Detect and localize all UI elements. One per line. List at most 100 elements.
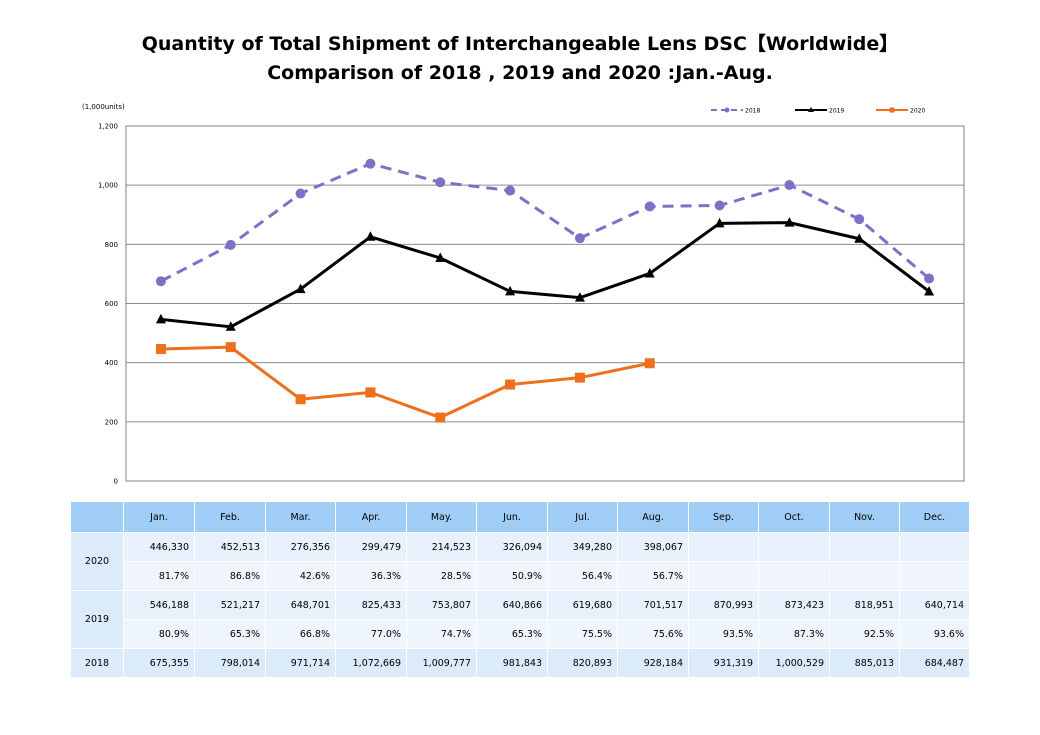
table-header-month: Jun. bbox=[476, 501, 548, 533]
table-cell-units: 798,014 bbox=[194, 648, 266, 678]
table-row: 81.7% 86.8% 42.6% 36.3% 28.5% 50.9% 56.4% 56.7% bbox=[71, 561, 970, 591]
table-header-month: Oct. bbox=[758, 501, 830, 533]
series-line-2020 bbox=[160, 345, 651, 420]
y-tick-label: 400 bbox=[105, 359, 118, 367]
table-cell-units: 931,319 bbox=[688, 648, 759, 678]
data-point-2018 bbox=[854, 214, 865, 225]
table-cell-percent: 75.5% bbox=[547, 619, 618, 649]
data-point-2019 bbox=[435, 252, 446, 262]
data-point-2018 bbox=[644, 201, 655, 212]
y-tick-label: 600 bbox=[105, 300, 118, 308]
data-point-2020 bbox=[435, 412, 446, 423]
table-cell-units: 818,951 bbox=[829, 590, 900, 620]
data-point-2018 bbox=[155, 276, 166, 287]
data-point-2019 bbox=[155, 313, 166, 324]
table-cell-units: 1,072,669 bbox=[335, 648, 407, 678]
table-cell-units: 885,013 bbox=[829, 648, 900, 678]
table-cell-units: 825,433 bbox=[335, 590, 407, 620]
table-cell-units: 398,067 bbox=[617, 532, 689, 562]
y-tick-label: 800 bbox=[105, 241, 118, 249]
data-point-2020 bbox=[505, 379, 516, 390]
table-cell-units: 873,423 bbox=[758, 590, 830, 620]
table-cell-units: 521,217 bbox=[194, 590, 266, 620]
data-point-2019 bbox=[854, 233, 865, 243]
table-cell-units bbox=[758, 532, 830, 562]
table-cell-units: 648,701 bbox=[265, 590, 336, 620]
table-cell-percent: 81.7% bbox=[123, 561, 195, 591]
table-header-month: Jul. bbox=[547, 501, 618, 533]
data-point-2020 bbox=[295, 394, 306, 405]
table-cell-percent bbox=[899, 561, 970, 591]
table-cell-percent: 65.3% bbox=[194, 619, 266, 649]
data-table: Jan. Feb. Mar. Apr. May. Jun. Jul. Aug. Sep. Oct.… bbox=[70, 501, 970, 678]
data-point-2019 bbox=[924, 285, 935, 296]
table-row: 80.9% 65.3% 66.8% 77.0% 74.7% 65.3% 75.5% 75.6%… bbox=[71, 619, 970, 649]
table-cell-percent: 36.3% bbox=[335, 561, 407, 591]
data-point-2018 bbox=[784, 180, 795, 191]
table-cell-units bbox=[899, 532, 970, 562]
table-cell-percent: 74.7% bbox=[406, 619, 477, 649]
table-cell-percent: 80.9% bbox=[123, 619, 195, 649]
table-cell-units: 326,094 bbox=[476, 532, 548, 562]
data-point-2019 bbox=[784, 217, 795, 227]
table-cell-units: 276,356 bbox=[265, 532, 336, 562]
table-cell-percent: 65.3% bbox=[476, 619, 548, 649]
data-point-2018 bbox=[295, 188, 306, 199]
table-cell-percent: 75.6% bbox=[617, 619, 689, 649]
data-point-2018 bbox=[435, 177, 446, 188]
data-point-2018 bbox=[714, 200, 725, 211]
data-point-2018 bbox=[924, 273, 935, 284]
table-header-month: Nov. bbox=[829, 501, 900, 533]
table-cell-units: 820,893 bbox=[547, 648, 618, 678]
series-line-2019 bbox=[160, 221, 930, 329]
table-cell-percent: 92.5% bbox=[829, 619, 900, 649]
table-header-month: Feb. bbox=[194, 501, 266, 533]
data-point-2018 bbox=[505, 185, 516, 196]
legend-label-2018: 2018 bbox=[745, 108, 760, 115]
data-point-2019 bbox=[714, 217, 725, 228]
table-cell-units: 928,184 bbox=[617, 648, 689, 678]
data-point-2019 bbox=[574, 292, 585, 302]
legend-label-2019: 2019 bbox=[829, 108, 844, 115]
table-header-month: Aug. bbox=[617, 501, 689, 533]
table-cell-percent: 93.5% bbox=[688, 619, 759, 649]
legend-marker-2020 bbox=[889, 107, 895, 113]
table-header-month: Sep. bbox=[688, 501, 759, 533]
legend-marker-2018 bbox=[724, 107, 730, 113]
y-axis: 0 200 400 600 800 1,000 1,200 bbox=[98, 123, 118, 486]
y-tick-label: 1,000 bbox=[98, 182, 118, 190]
gridlines bbox=[126, 184, 964, 423]
series-group bbox=[155, 158, 935, 423]
table-header-month: Mar. bbox=[265, 501, 336, 533]
table-cell-units: 971,714 bbox=[265, 648, 336, 678]
table-cell-units: 446,330 bbox=[123, 532, 195, 562]
table-header-month: Jan. bbox=[123, 501, 195, 533]
table-header-month: May. bbox=[406, 501, 477, 533]
table-cell-units: 675,355 bbox=[123, 648, 195, 678]
table-row: 2020 446,330 452,513 276,356 299,479 214,523 3… bbox=[70, 532, 970, 591]
table-cell-units: 546,188 bbox=[123, 590, 195, 620]
data-point-2018 bbox=[574, 233, 585, 244]
table-cell-percent: 28.5% bbox=[406, 561, 477, 591]
table-cell-units: 640,866 bbox=[476, 590, 548, 620]
table-cell-units: 640,714 bbox=[899, 590, 970, 620]
table-header-corner bbox=[70, 501, 124, 533]
table-cell-units: 981,843 bbox=[476, 648, 548, 678]
data-point-2020 bbox=[155, 343, 166, 354]
table-cell-units: 701,517 bbox=[617, 590, 689, 620]
series-line-2018 bbox=[160, 162, 931, 283]
data-point-2019 bbox=[365, 231, 376, 241]
data-point-2020 bbox=[225, 342, 236, 353]
chart-title-line1: Quantity of Total Shipment of Interchang… bbox=[141, 33, 899, 55]
data-point-2020 bbox=[574, 372, 585, 383]
data-point-2018 bbox=[225, 239, 236, 250]
y-tick-label: 200 bbox=[105, 418, 118, 426]
legend-label-2020: 2020 bbox=[910, 108, 925, 115]
data-point-2020 bbox=[365, 387, 376, 398]
line-chart: 0 200 400 600 800 1,000 1,200 (1,000units) 201… bbox=[82, 103, 965, 486]
table-year-label: 2019 bbox=[70, 590, 124, 649]
table-cell-percent: 56.7% bbox=[617, 561, 689, 591]
table-cell-units: 870,993 bbox=[688, 590, 759, 620]
table-cell-units: 1,009,777 bbox=[406, 648, 477, 678]
table-cell-percent: 50.9% bbox=[476, 561, 548, 591]
